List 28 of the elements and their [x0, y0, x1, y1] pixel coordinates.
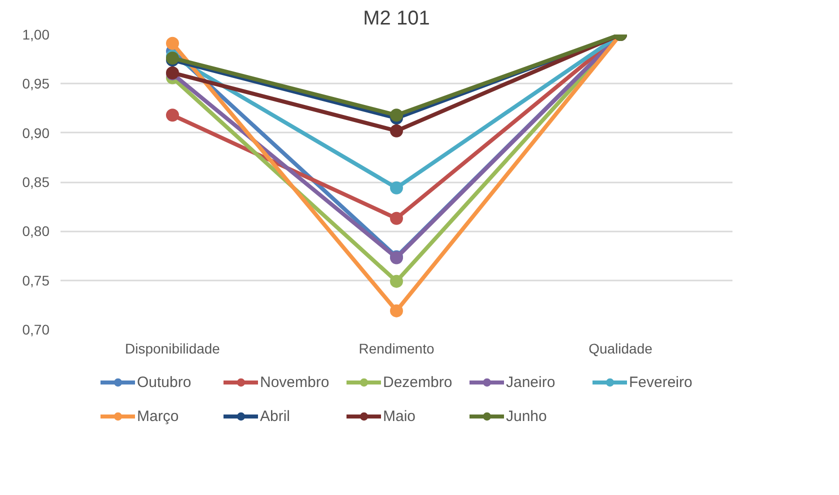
y-tick-label: 0,95 [22, 76, 50, 92]
x-tick-label: Disponibilidade [125, 340, 220, 356]
chart-title: M2 101 [363, 8, 430, 30]
point [166, 36, 179, 50]
point [390, 108, 403, 122]
legend-label: Junho [506, 407, 548, 425]
y-tick-label: 0,85 [22, 174, 50, 190]
legend-label: Abril [260, 407, 292, 425]
legend-label: Maio [383, 407, 417, 425]
legend-label: Novembro [260, 373, 330, 391]
point [390, 274, 403, 288]
legend-label: Outubro [137, 373, 192, 391]
y-tick-label: 1,00 [22, 26, 50, 42]
y-tick-label: 0,90 [22, 124, 50, 141]
point [390, 124, 403, 138]
y-tick-label: 0,70 [22, 322, 50, 338]
point [166, 108, 179, 122]
point [390, 181, 403, 194]
x-tick-label: Rendimento [358, 340, 434, 356]
point [390, 212, 403, 225]
point [390, 304, 403, 318]
x-tick-label: Qualidade [588, 340, 653, 356]
legend-label: Março [137, 407, 180, 425]
y-tick-label: 0,75 [22, 272, 50, 288]
legend-label: Dezembro [383, 373, 454, 391]
legend-label: Fevereiro [629, 373, 694, 391]
y-tick-label: 0,80 [22, 223, 50, 240]
legend-label: Janeiro [506, 373, 556, 391]
